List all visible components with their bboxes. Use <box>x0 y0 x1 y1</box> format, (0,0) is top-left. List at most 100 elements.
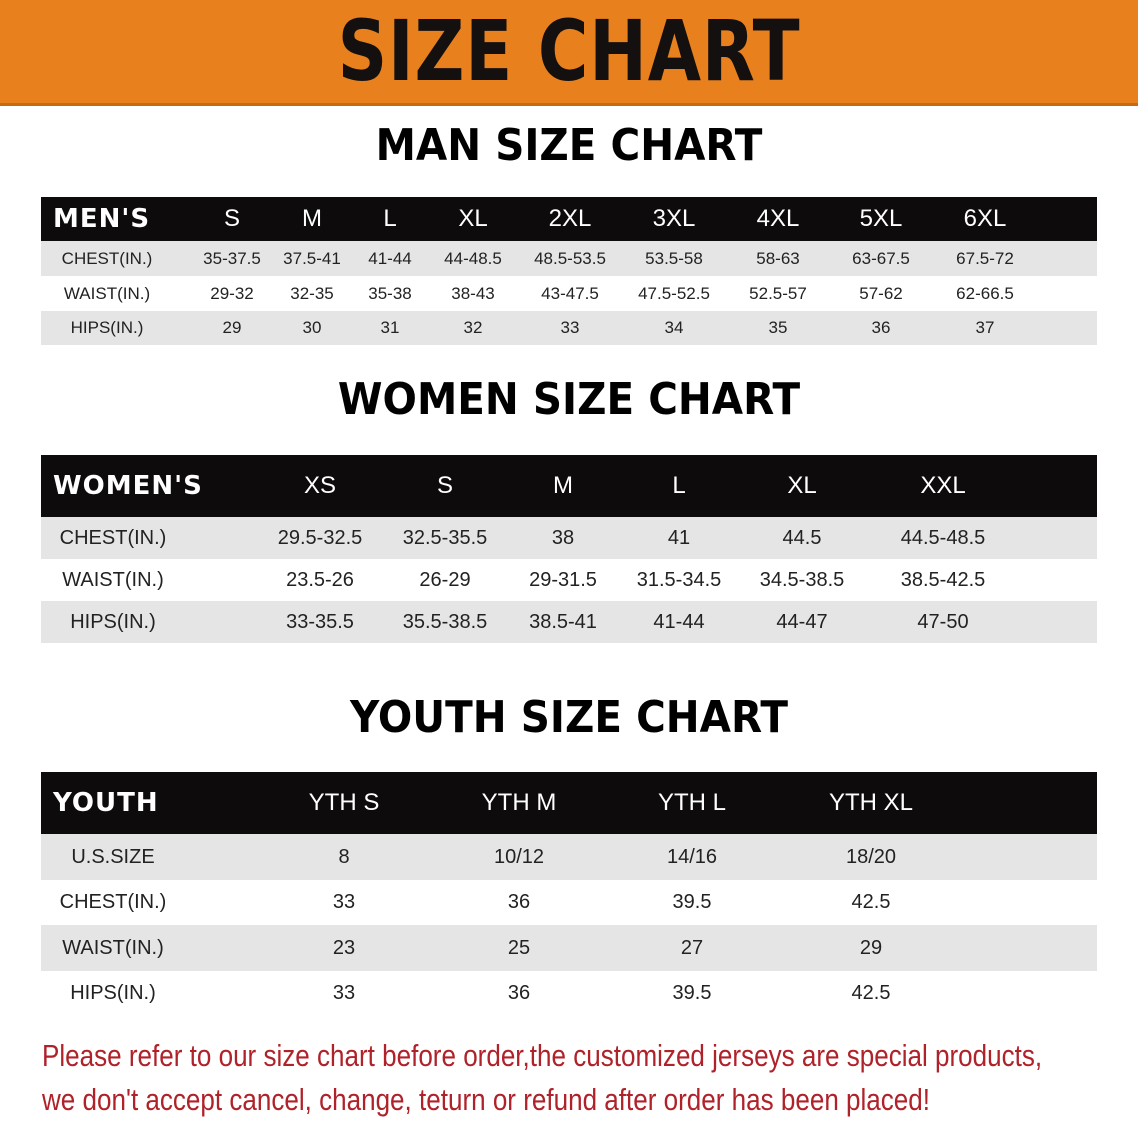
size-header-cell: S <box>223 205 241 232</box>
size-header-cell: XS <box>303 472 337 499</box>
table-cell: 47-50 <box>917 610 969 633</box>
size-header-cell: 4XL <box>756 205 800 232</box>
notice-line-2: we don't accept cancel, change, teturn o… <box>42 1082 931 1117</box>
table-cell: 44.5 <box>782 526 822 549</box>
table-cell: 33 <box>332 891 356 913</box>
measurement-label: CHEST(IN.) <box>61 248 153 268</box>
notice-line-1: Please refer to our size chart before or… <box>42 1038 1043 1073</box>
table-row: HIPS(IN.) 29 30 31 32 33 34 35 36 37 <box>41 311 1097 345</box>
table-cell: 32-35 <box>290 283 334 303</box>
measurement-label: HIPS(IN.) <box>70 318 144 337</box>
measurement-label: HIPS(IN.) <box>70 610 156 633</box>
size-header-cell: S <box>436 472 454 499</box>
women-header-row: WOMEN'S XS S M L XL XXL <box>41 455 1097 517</box>
table-cell: 53.5-58 <box>645 248 703 268</box>
size-header-cell: 5XL <box>859 205 903 232</box>
youth-size-table: YOUTH YTH S YTH M YTH L YTH XL U.S.SIZE 8 10/12… <box>41 772 1097 1016</box>
banner-title: SIZE CHART <box>337 2 801 100</box>
table-title-cell: WOMEN'S <box>53 471 203 501</box>
table-cell: 29 <box>859 936 883 959</box>
measurement-label: HIPS(IN.) <box>70 982 156 1004</box>
size-header-cell: YTH L <box>657 789 727 816</box>
table-cell: 32.5-35.5 <box>402 526 488 549</box>
table-cell: 63-67.5 <box>852 248 910 268</box>
table-row: CHEST(IN.) 35-37.5 37.5-41 41-44 44-48.5 48.5… <box>41 241 1097 276</box>
table-cell: 33 <box>332 982 356 1004</box>
men-size-table: MEN'S S M L XL 2XL 3XL 4XL 5XL 6XL CHEST(IN.) 35-37… <box>41 197 1097 345</box>
table-title-cell: YOUTH <box>53 788 159 818</box>
table-cell: 41 <box>667 526 691 549</box>
size-header-cell: 3XL <box>652 205 696 232</box>
size-header-cell: XL <box>787 472 817 499</box>
size-header-cell: YTH XL <box>828 789 914 816</box>
table-cell: 10/12 <box>493 845 545 868</box>
table-row: WAIST(IN.) 23.5-26 26-29 29-31.5 31.5-34.5 34… <box>41 559 1097 601</box>
table-row: CHEST(IN.) 29.5-32.5 32.5-35.5 38 41 44.5 44.5… <box>41 517 1097 559</box>
table-cell: 38-43 <box>451 283 495 303</box>
table-cell: 48.5-53.5 <box>534 248 606 268</box>
table-cell: 37 <box>975 318 995 337</box>
table-cell: 58-63 <box>756 248 800 268</box>
table-row: WAIST(IN.) 29-32 32-35 35-38 38-43 43-47.5 47.… <box>41 276 1097 311</box>
size-header-cell: XXL <box>920 472 966 499</box>
size-header-cell: L <box>672 472 686 499</box>
measurement-label: WAIST(IN.) <box>62 936 164 959</box>
table-cell: 35.5-38.5 <box>402 610 488 633</box>
size-chart-banner: SIZE CHART <box>0 0 1138 106</box>
women-section-title: WOMEN SIZE CHART <box>337 374 801 425</box>
table-cell: 29 <box>222 318 242 337</box>
table-cell: 38.5-41 <box>529 610 597 633</box>
table-cell: 42.5 <box>851 891 891 913</box>
table-cell: 35-38 <box>368 283 412 303</box>
table-cell: 39.5 <box>672 891 712 913</box>
table-cell: 33-35.5 <box>286 610 354 633</box>
women-size-table: WOMEN'S XS S M L XL XXL CHEST(IN.) 29.5-32.5 32.5… <box>41 455 1097 643</box>
table-cell: 27 <box>680 936 704 959</box>
size-header-cell: 2XL <box>548 205 592 232</box>
table-cell: 34 <box>664 318 684 337</box>
table-title-cell: MEN'S <box>53 204 151 234</box>
table-cell: 38 <box>551 526 575 549</box>
men-header-row: MEN'S S M L XL 2XL 3XL 4XL 5XL 6XL <box>41 197 1097 241</box>
table-cell: 18/20 <box>845 845 897 868</box>
table-cell: 62-66.5 <box>956 283 1014 303</box>
table-cell: 41-44 <box>368 248 412 268</box>
table-row: CHEST(IN.) 33 36 39.5 42.5 <box>41 880 1097 925</box>
table-cell: 30 <box>302 318 322 337</box>
size-header-cell: M <box>302 205 322 232</box>
table-cell: 26-29 <box>419 568 471 591</box>
measurement-label: WAIST(IN.) <box>62 568 164 591</box>
table-cell: 36 <box>507 982 531 1004</box>
table-row: U.S.SIZE 8 10/12 14/16 18/20 <box>41 834 1097 880</box>
table-cell: 29.5-32.5 <box>277 526 363 549</box>
table-cell: 52.5-57 <box>749 283 807 303</box>
table-cell: 36 <box>507 891 531 913</box>
table-row: HIPS(IN.) 33 36 39.5 42.5 <box>41 971 1097 1016</box>
measurement-label: CHEST(IN.) <box>59 891 167 913</box>
table-cell: 43-47.5 <box>541 283 599 303</box>
youth-section-title: YOUTH SIZE CHART <box>350 692 788 743</box>
table-cell: 38.5-42.5 <box>900 568 986 591</box>
table-cell: 39.5 <box>672 982 712 1004</box>
youth-header-row: YOUTH YTH S YTH M YTH L YTH XL <box>41 772 1097 834</box>
table-cell: 37.5-41 <box>283 248 341 268</box>
measurement-label: U.S.SIZE <box>71 845 155 868</box>
table-cell: 47.5-52.5 <box>638 283 710 303</box>
size-header-cell: XL <box>458 205 488 232</box>
table-cell: 35-37.5 <box>203 248 261 268</box>
table-row: WAIST(IN.) 23 25 27 29 <box>41 925 1097 971</box>
table-cell: 42.5 <box>851 982 891 1004</box>
table-cell: 25 <box>507 936 531 959</box>
measurement-label: WAIST(IN.) <box>63 283 151 303</box>
table-cell: 57-62 <box>859 283 903 303</box>
table-cell: 23 <box>332 936 356 959</box>
table-cell: 44-48.5 <box>444 248 502 268</box>
table-cell: 32 <box>463 318 483 337</box>
table-cell: 44.5-48.5 <box>900 526 986 549</box>
size-header-cell: M <box>553 472 573 499</box>
size-header-cell: YTH M <box>481 789 557 816</box>
table-cell: 67.5-72 <box>956 248 1014 268</box>
table-row: HIPS(IN.) 33-35.5 35.5-38.5 38.5-41 41-44 44-… <box>41 601 1097 643</box>
table-cell: 8 <box>338 845 350 868</box>
table-cell: 29-31.5 <box>529 568 597 591</box>
